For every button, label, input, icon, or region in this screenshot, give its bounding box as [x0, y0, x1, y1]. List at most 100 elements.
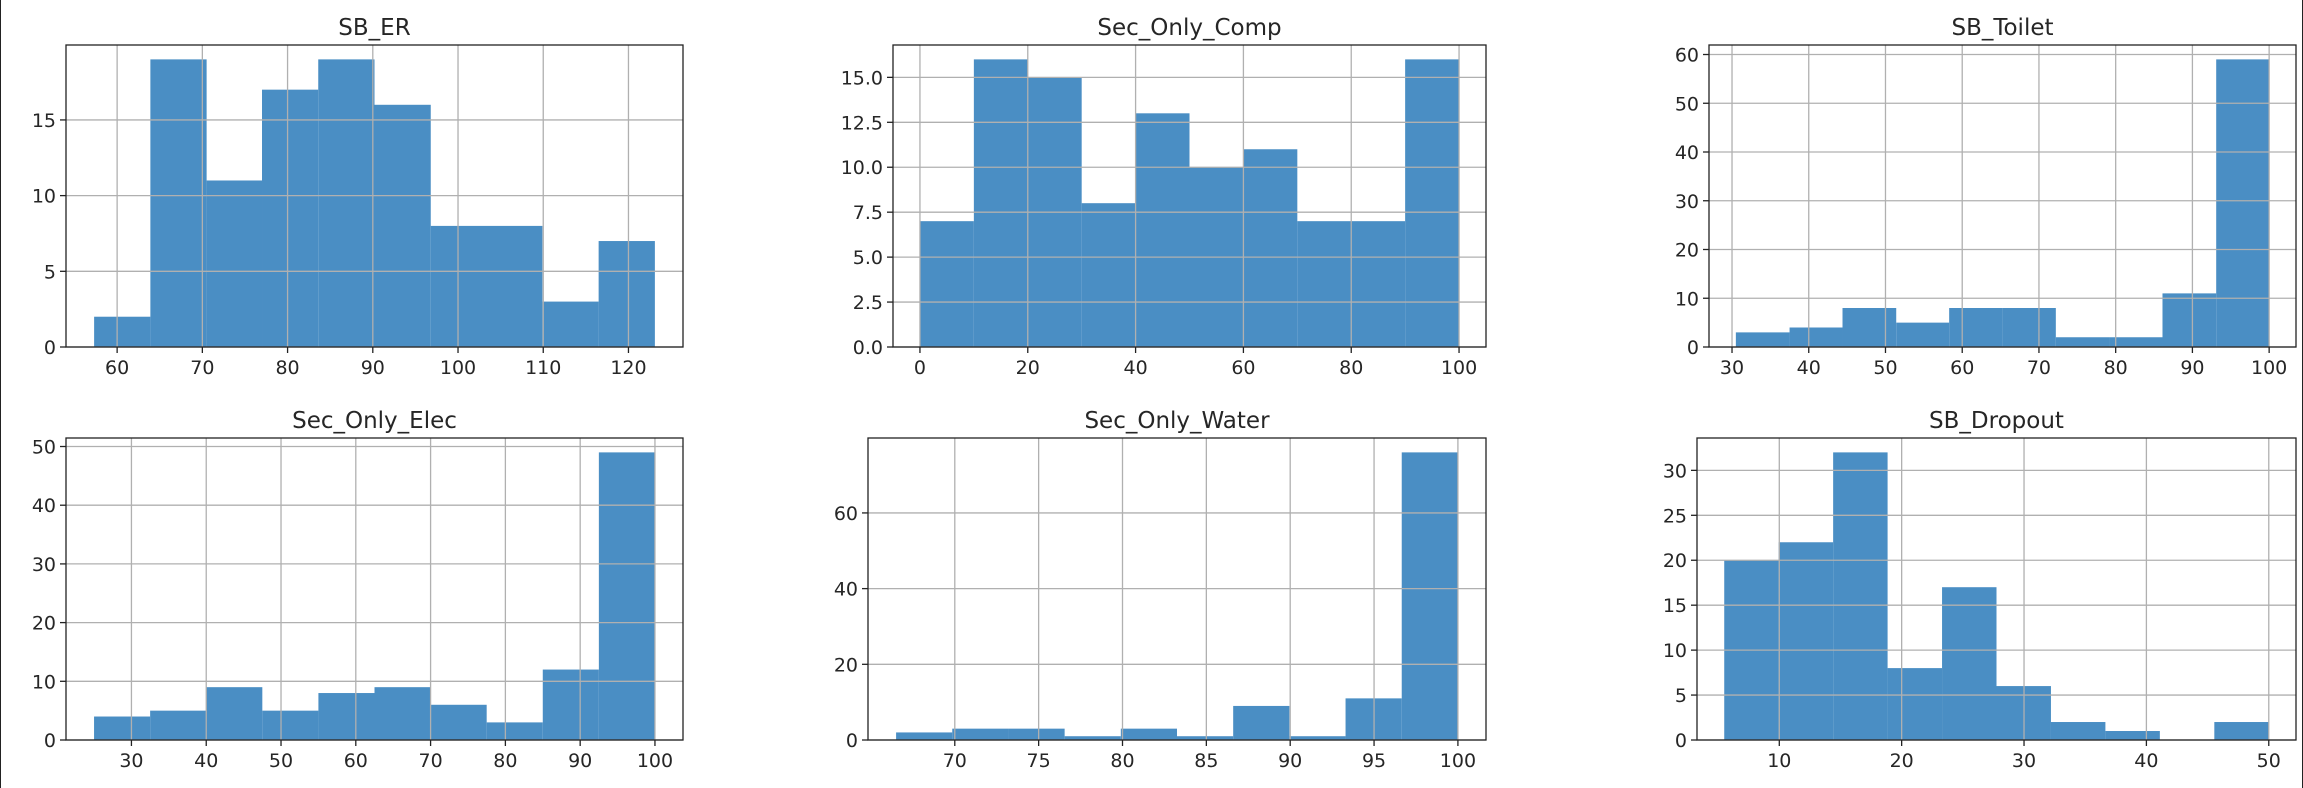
histogram-panel: 0 20 40 60 80 100 0.0 2.5 5.0 7.5 10.0 12.5 15.0 Sec_… [841, 15, 1487, 379]
histogram-bar [1064, 736, 1121, 740]
histogram-bar [2050, 722, 2106, 740]
histogram-bar [374, 104, 431, 347]
x-tick-label: 40 [1123, 357, 1147, 379]
chart-title: Sec_Only_Comp [1097, 15, 1281, 41]
x-tick-label: 50 [1873, 357, 1897, 379]
x-tick-label: 75 [1027, 750, 1051, 772]
histogram-bar [2214, 722, 2269, 740]
x-tick-label: 20 [1016, 357, 1040, 379]
x-tick-label: 30 [119, 750, 143, 772]
histogram-bar [2162, 293, 2217, 347]
chart-title: SB_Toilet [1951, 15, 2053, 41]
y-tick-label: 20 [32, 613, 56, 635]
x-tick-label: 40 [2134, 750, 2158, 772]
histogram-bar [430, 225, 487, 347]
x-tick-label: 50 [2257, 750, 2281, 772]
x-tick-label: 100 [1440, 750, 1476, 772]
histogram-bar [1896, 322, 1950, 347]
histogram-bar [2216, 59, 2270, 347]
y-tick-label: 12.5 [841, 112, 883, 134]
histogram-bar [1297, 221, 1352, 347]
histogram-bar [973, 59, 1028, 347]
x-tick-label: 40 [1797, 357, 1821, 379]
histogram-bar [1401, 452, 1458, 740]
histogram-bar [1778, 542, 1834, 740]
histogram-bar [206, 180, 262, 347]
y-tick-label: 0.0 [853, 337, 883, 359]
histogram-bar [542, 669, 599, 740]
x-tick-label: 100 [637, 750, 673, 772]
histogram-bar [206, 687, 263, 740]
y-tick-label: 30 [1663, 460, 1687, 482]
histogram-bar [262, 89, 319, 347]
histogram-panel: 60 70 80 90 100 110 120 0 5 10 15 SB_ER [32, 15, 684, 379]
histogram-bar [1120, 728, 1177, 740]
y-tick-label: 20 [1663, 550, 1687, 572]
histogram-bar [94, 316, 151, 347]
y-tick-label: 0 [44, 337, 56, 359]
histogram-bar [542, 301, 599, 347]
histogram-bar [318, 693, 375, 740]
histogram-bar [1405, 59, 1460, 347]
y-tick-label: 20 [834, 654, 858, 676]
y-tick-label: 50 [32, 437, 56, 459]
y-tick-label: 5.0 [853, 247, 883, 269]
y-tick-label: 15 [1663, 595, 1687, 617]
histogram-bar [919, 221, 974, 347]
histogram-bar [1833, 452, 1888, 740]
y-tick-label: 0 [44, 730, 56, 752]
histogram-panel: 30 40 50 60 70 80 90 100 0 10 20 30 40 50 Sec_Only_Ele… [32, 408, 684, 772]
histogram-panel: 70 75 80 85 90 95 100 0 20 40 60 Sec_Only_Water [834, 408, 1487, 772]
histogram-bar [1233, 705, 1290, 740]
histogram-bar [952, 728, 1009, 740]
x-tick-label: 60 [344, 750, 368, 772]
chart-title: SB_ER [338, 15, 410, 41]
axes-frame [1696, 437, 2297, 741]
y-tick-label: 10 [1663, 640, 1687, 662]
histogram-bar [1949, 308, 2003, 347]
x-tick-label: 80 [275, 357, 299, 379]
y-tick-label: 7.5 [853, 202, 883, 224]
x-tick-label: 90 [2180, 357, 2204, 379]
histogram-bar [486, 722, 543, 740]
histogram-bar [1289, 736, 1346, 740]
x-tick-label: 40 [194, 750, 218, 772]
x-tick-label: 30 [1720, 357, 1744, 379]
x-tick-label: 80 [1339, 357, 1363, 379]
histogram-bar [1351, 221, 1406, 347]
histogram-bar [896, 732, 953, 740]
y-tick-label: 15 [32, 110, 56, 132]
histogram-bar [486, 225, 543, 347]
x-tick-label: 100 [1441, 357, 1477, 379]
axes-frame [892, 44, 1487, 348]
x-tick-label: 85 [1194, 750, 1218, 772]
x-tick-label: 100 [2251, 357, 2287, 379]
chart-title: SB_Dropout [1929, 408, 2064, 434]
x-tick-label: 60 [1950, 357, 1974, 379]
y-tick-label: 30 [1675, 191, 1699, 213]
y-tick-label: 40 [1675, 142, 1699, 164]
y-tick-label: 40 [32, 495, 56, 517]
histogram-bar [2109, 337, 2163, 347]
x-tick-label: 90 [1278, 750, 1302, 772]
x-tick-label: 110 [525, 357, 561, 379]
left-edge-line [0, 0, 1, 788]
histogram-bar [374, 687, 431, 740]
x-tick-label: 20 [1890, 750, 1914, 772]
x-tick-label: 70 [2027, 357, 2051, 379]
y-tick-label: 2.5 [853, 292, 883, 314]
histogram-bar [150, 59, 207, 347]
axes-frame [1708, 44, 2297, 348]
y-tick-label: 0 [846, 730, 858, 752]
x-tick-label: 100 [440, 357, 476, 379]
y-tick-label: 50 [1675, 93, 1699, 115]
y-tick-label: 0 [1687, 337, 1699, 359]
y-tick-label: 10.0 [841, 157, 883, 179]
histogram-panel: 30 40 50 60 70 80 90 100 0 10 20 30 40 50 60 SB_Toilet [1675, 15, 2297, 379]
histogram-bar [1135, 113, 1190, 347]
y-tick-label: 0 [1675, 730, 1687, 752]
x-tick-label: 60 [105, 357, 129, 379]
y-tick-label: 5 [1675, 685, 1687, 707]
x-tick-label: 70 [190, 357, 214, 379]
